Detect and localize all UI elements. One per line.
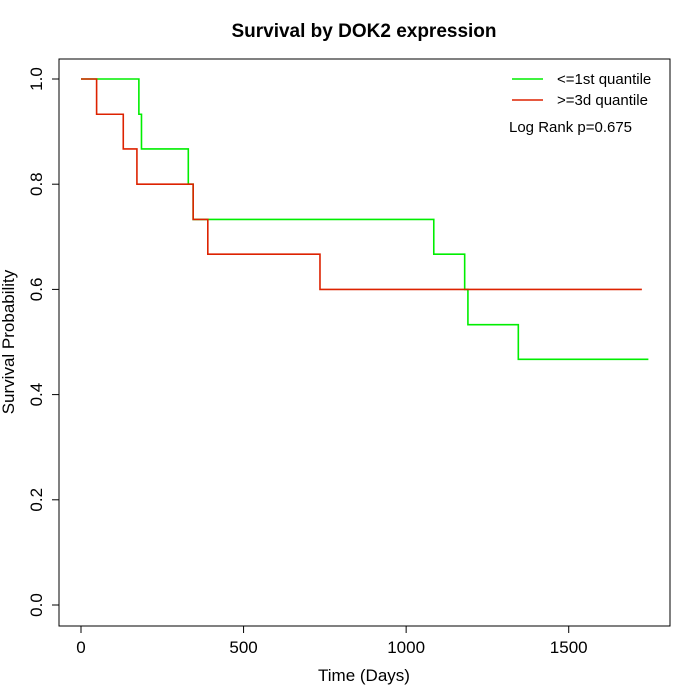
y-axis-label: Survival Probability (0, 269, 18, 414)
x-tick-label: 500 (229, 638, 257, 657)
log-rank-annotation: Log Rank p=0.675 (509, 119, 632, 136)
survival-curves (81, 78, 649, 361)
y-tick-label: 0.2 (27, 488, 46, 512)
chart-title: Survival by DOK2 expression (231, 21, 496, 42)
plot-frame (58, 58, 671, 627)
y-tick-label: 1.0 (27, 67, 46, 91)
x-tick-label: 0 (76, 638, 85, 657)
survival-curve-series-1 (81, 78, 649, 361)
x-tick-label: 1000 (387, 638, 425, 657)
survival-curve-series-2 (81, 78, 642, 291)
y-tick-label: 0.0 (27, 593, 46, 617)
y-tick-label: 0.6 (27, 278, 46, 302)
legend: <=1st quantile >=3d quantile (512, 71, 651, 109)
legend-label: <=1st quantile (557, 71, 651, 88)
legend-label: >=3d quantile (557, 92, 648, 109)
x-axis-label: Time (Days) (318, 666, 410, 685)
y-tick-label: 0.4 (27, 383, 46, 407)
x-axis: 0 500 1000 1500 (76, 625, 588, 657)
y-axis: 0.0 0.2 0.4 0.6 0.8 1.0 (27, 67, 60, 617)
x-tick-label: 1500 (550, 638, 588, 657)
y-tick-label: 0.8 (27, 172, 46, 196)
